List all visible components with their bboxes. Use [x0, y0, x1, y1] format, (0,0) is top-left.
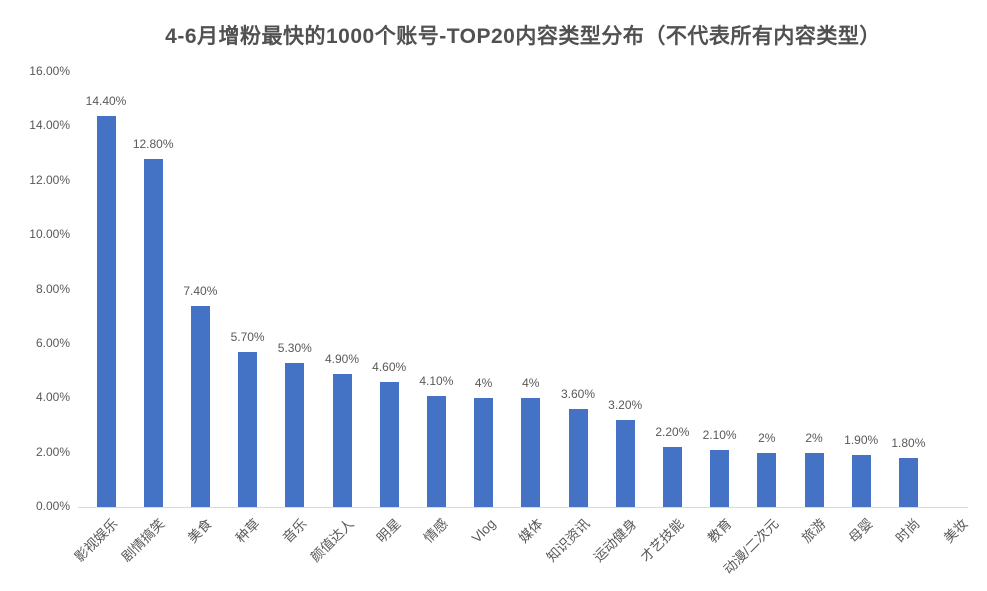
y-axis-tick-label: 2.00%: [35, 444, 70, 459]
bar-value-label: 7.40%: [183, 283, 218, 298]
bar: [568, 409, 588, 507]
y-axis-tick-label: 6.00%: [35, 335, 70, 350]
bar-value-label: 4%: [474, 376, 493, 391]
y-axis-tick-label: 4.00%: [35, 390, 70, 405]
bar-value-label: 5.30%: [277, 340, 312, 355]
bar: [143, 159, 163, 507]
bar: [898, 458, 918, 507]
chart-title: 4-6月增粉最快的1000个账号-TOP20内容类型分布（不代表所有内容类型）: [165, 25, 881, 48]
bar-value-label: 1.80%: [891, 436, 926, 451]
x-axis-line: [78, 507, 968, 508]
bar: [710, 449, 730, 507]
bar: [757, 452, 777, 507]
bar: [426, 395, 446, 507]
bar-value-label: 3.60%: [560, 387, 596, 402]
bar-value-label: 2%: [805, 430, 823, 445]
y-axis-tick-label: 10.00%: [29, 227, 70, 242]
bar: [474, 398, 494, 507]
bar: [238, 352, 258, 507]
bar-value-label: 4.60%: [372, 359, 407, 374]
bar-value-label: 2%: [758, 430, 776, 445]
y-axis-tick-label: 12.00%: [29, 172, 70, 187]
bar-value-label: 14.40%: [85, 93, 127, 108]
bar: [379, 381, 399, 507]
bar-value-label: 12.80%: [132, 137, 174, 151]
bar: [851, 455, 871, 507]
bar: [521, 398, 541, 507]
bar: [615, 420, 635, 507]
bar: [190, 305, 210, 507]
bar-value-label: 2.20%: [655, 425, 690, 440]
y-axis-tick-label: 14.00%: [29, 118, 70, 133]
y-axis-tick-label: 8.00%: [35, 281, 70, 296]
bar-value-label: 4.90%: [324, 351, 360, 366]
bar: [804, 452, 824, 507]
bar-value-label: 2.10%: [702, 427, 737, 442]
bar-value-label: 4.10%: [419, 373, 454, 388]
y-axis-tick-label: 16.00%: [29, 64, 70, 78]
bar: [332, 373, 352, 507]
bar: [662, 447, 682, 507]
bar: [96, 115, 116, 507]
bar: [285, 362, 305, 507]
bar-value-label: 1.90%: [844, 433, 879, 448]
y-axis-tick-label: 0.00%: [35, 499, 70, 513]
bar-value-label: 3.20%: [608, 398, 643, 412]
bar-value-label: 5.70%: [230, 330, 265, 345]
bar-value-label: 4%: [522, 376, 540, 391]
